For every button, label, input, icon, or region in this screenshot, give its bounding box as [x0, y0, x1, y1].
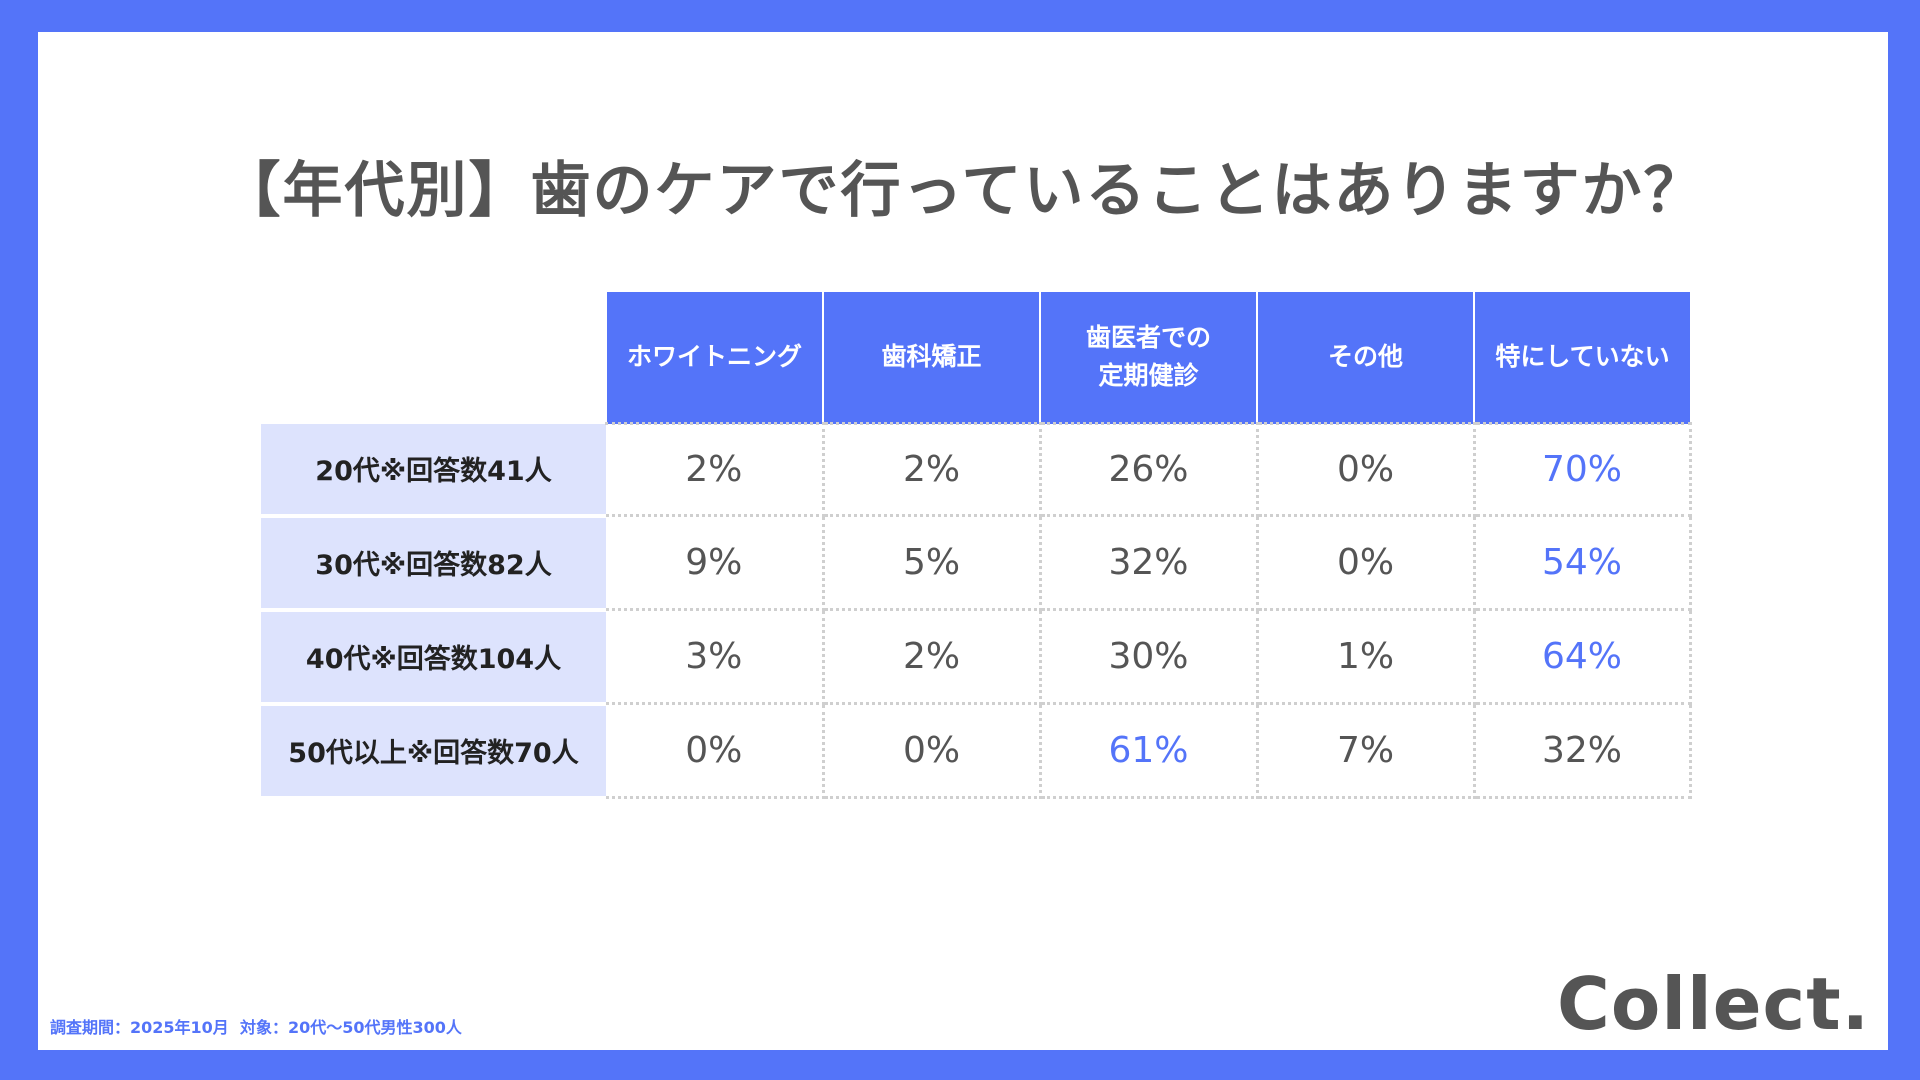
brand-logo: Collect. — [1557, 962, 1870, 1046]
data-table: ホワイトニング 歯科矯正 歯医者での 定期健診 その他 特にしていない 20代※… — [261, 292, 1692, 800]
row-header: 40代※回答数104人 — [261, 609, 606, 706]
table-row: 40代※回答数104人 3% 2% 30% 1% 64% — [261, 609, 1692, 706]
table-cell: 3% — [606, 609, 825, 705]
table-cell: 9% — [606, 515, 825, 611]
column-header: 特にしていない — [1473, 292, 1690, 424]
table-cell: 2% — [823, 422, 1042, 517]
table-cell: 2% — [823, 609, 1042, 705]
table-row: 20代※回答数41人 2% 2% 26% 0% 70% — [261, 422, 1692, 518]
table-cell: 26% — [1040, 422, 1259, 517]
column-header: その他 — [1256, 292, 1474, 424]
row-header: 50代以上※回答数70人 — [261, 703, 606, 800]
table-row: 50代以上※回答数70人 0% 0% 61% 7% 32% — [261, 703, 1692, 800]
table-cell: 7% — [1257, 703, 1476, 799]
table-cell: 70% — [1474, 422, 1692, 517]
survey-footnote: 調査期間：2025年10月 対象：20代〜50代男性300人 — [50, 1018, 462, 1037]
table-cell: 2% — [606, 422, 825, 517]
table-row: 30代※回答数82人 9% 5% 32% 0% 54% — [261, 515, 1692, 612]
chart-title: 【年代別】歯のケアで行っていることはありますか？ — [220, 156, 1706, 226]
row-header: 30代※回答数82人 — [261, 515, 606, 612]
row-header: 20代※回答数41人 — [261, 423, 606, 518]
column-header: 歯科矯正 — [822, 292, 1040, 424]
corner-cell — [261, 292, 606, 424]
table-cell: 64% — [1474, 609, 1692, 705]
table-cell: 1% — [1257, 609, 1476, 705]
table-cell: 0% — [606, 703, 825, 799]
slide-card: 【年代別】歯のケアで行っていることはありますか？ ホワイトニング 歯科矯正 歯医… — [38, 32, 1888, 1050]
header-row: ホワイトニング 歯科矯正 歯医者での 定期健診 その他 特にしていない — [261, 292, 1690, 424]
table-cell: 54% — [1474, 515, 1692, 611]
table-cell: 30% — [1040, 609, 1259, 705]
table-cell: 32% — [1040, 515, 1259, 611]
table-cell: 61% — [1040, 703, 1259, 799]
table-cell: 0% — [1257, 422, 1476, 517]
table-cell: 0% — [1257, 515, 1476, 611]
table-cell: 32% — [1474, 703, 1692, 799]
table-body: 20代※回答数41人 2% 2% 26% 0% 70% 30代※回答数82人 9% 5% 32% 0… — [261, 422, 1692, 800]
column-header: ホワイトニング — [605, 292, 823, 424]
table-cell: 0% — [823, 703, 1042, 799]
column-header: 歯医者での 定期健診 — [1039, 292, 1257, 424]
table-cell: 5% — [823, 515, 1042, 611]
